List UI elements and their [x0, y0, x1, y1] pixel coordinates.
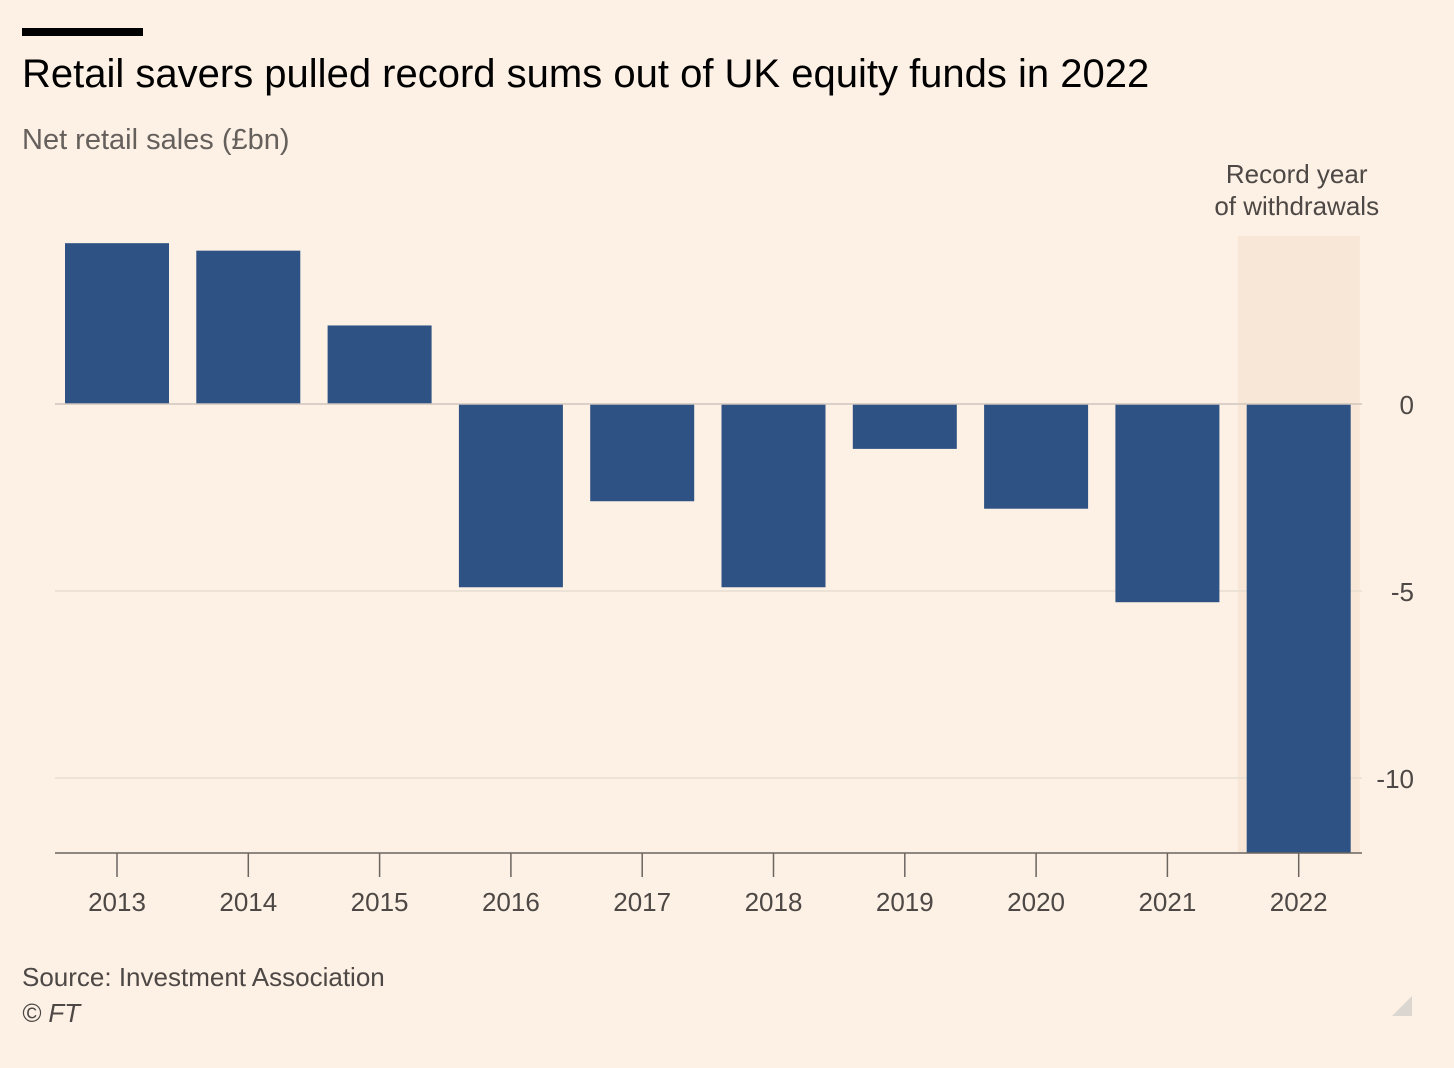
x-tick-label: 2017	[613, 887, 671, 917]
bar-2019	[852, 404, 957, 449]
x-tick-label: 2018	[745, 887, 803, 917]
y-tick-label: -10	[1376, 764, 1414, 794]
source-note: Source: Investment Association	[22, 962, 385, 992]
bar-2013	[65, 243, 169, 404]
x-tick-label: 2014	[219, 887, 277, 917]
bar-chart: Record year of withdrawals 0 -5 -10 2013 2014 2…	[55, 159, 1414, 917]
bar-2021	[1115, 404, 1220, 603]
x-tick-label: 2021	[1138, 887, 1196, 917]
bar-2015	[327, 325, 432, 404]
highlight-annotation: Record year of withdrawals	[1214, 159, 1379, 221]
x-tick-label: 2022	[1270, 887, 1328, 917]
bar-2020	[984, 404, 1089, 509]
bar-2014	[196, 250, 301, 404]
corner-resize-icon	[1392, 996, 1412, 1016]
title-accent-bar	[22, 28, 143, 36]
copyright-note: © FT	[22, 998, 81, 1028]
bar-2017	[590, 404, 695, 502]
x-tick-label: 2013	[88, 887, 146, 917]
x-tick-label: 2015	[351, 887, 409, 917]
highlight-annotation-line: Record year	[1226, 159, 1368, 189]
chart-title: Retail savers pulled record sums out of …	[22, 52, 1150, 96]
bar-2022	[1246, 404, 1351, 853]
x-tick-label: 2019	[876, 887, 934, 917]
bar-2018	[721, 404, 826, 588]
y-tick-label: -5	[1391, 577, 1414, 607]
chart-subtitle: Net retail sales (£bn)	[22, 124, 290, 156]
x-tick-label: 2020	[1007, 887, 1065, 917]
x-tick-label: 2016	[482, 887, 540, 917]
highlight-annotation-line: of withdrawals	[1214, 191, 1379, 221]
y-tick-label: 0	[1400, 390, 1414, 420]
bar-2016	[458, 404, 563, 588]
